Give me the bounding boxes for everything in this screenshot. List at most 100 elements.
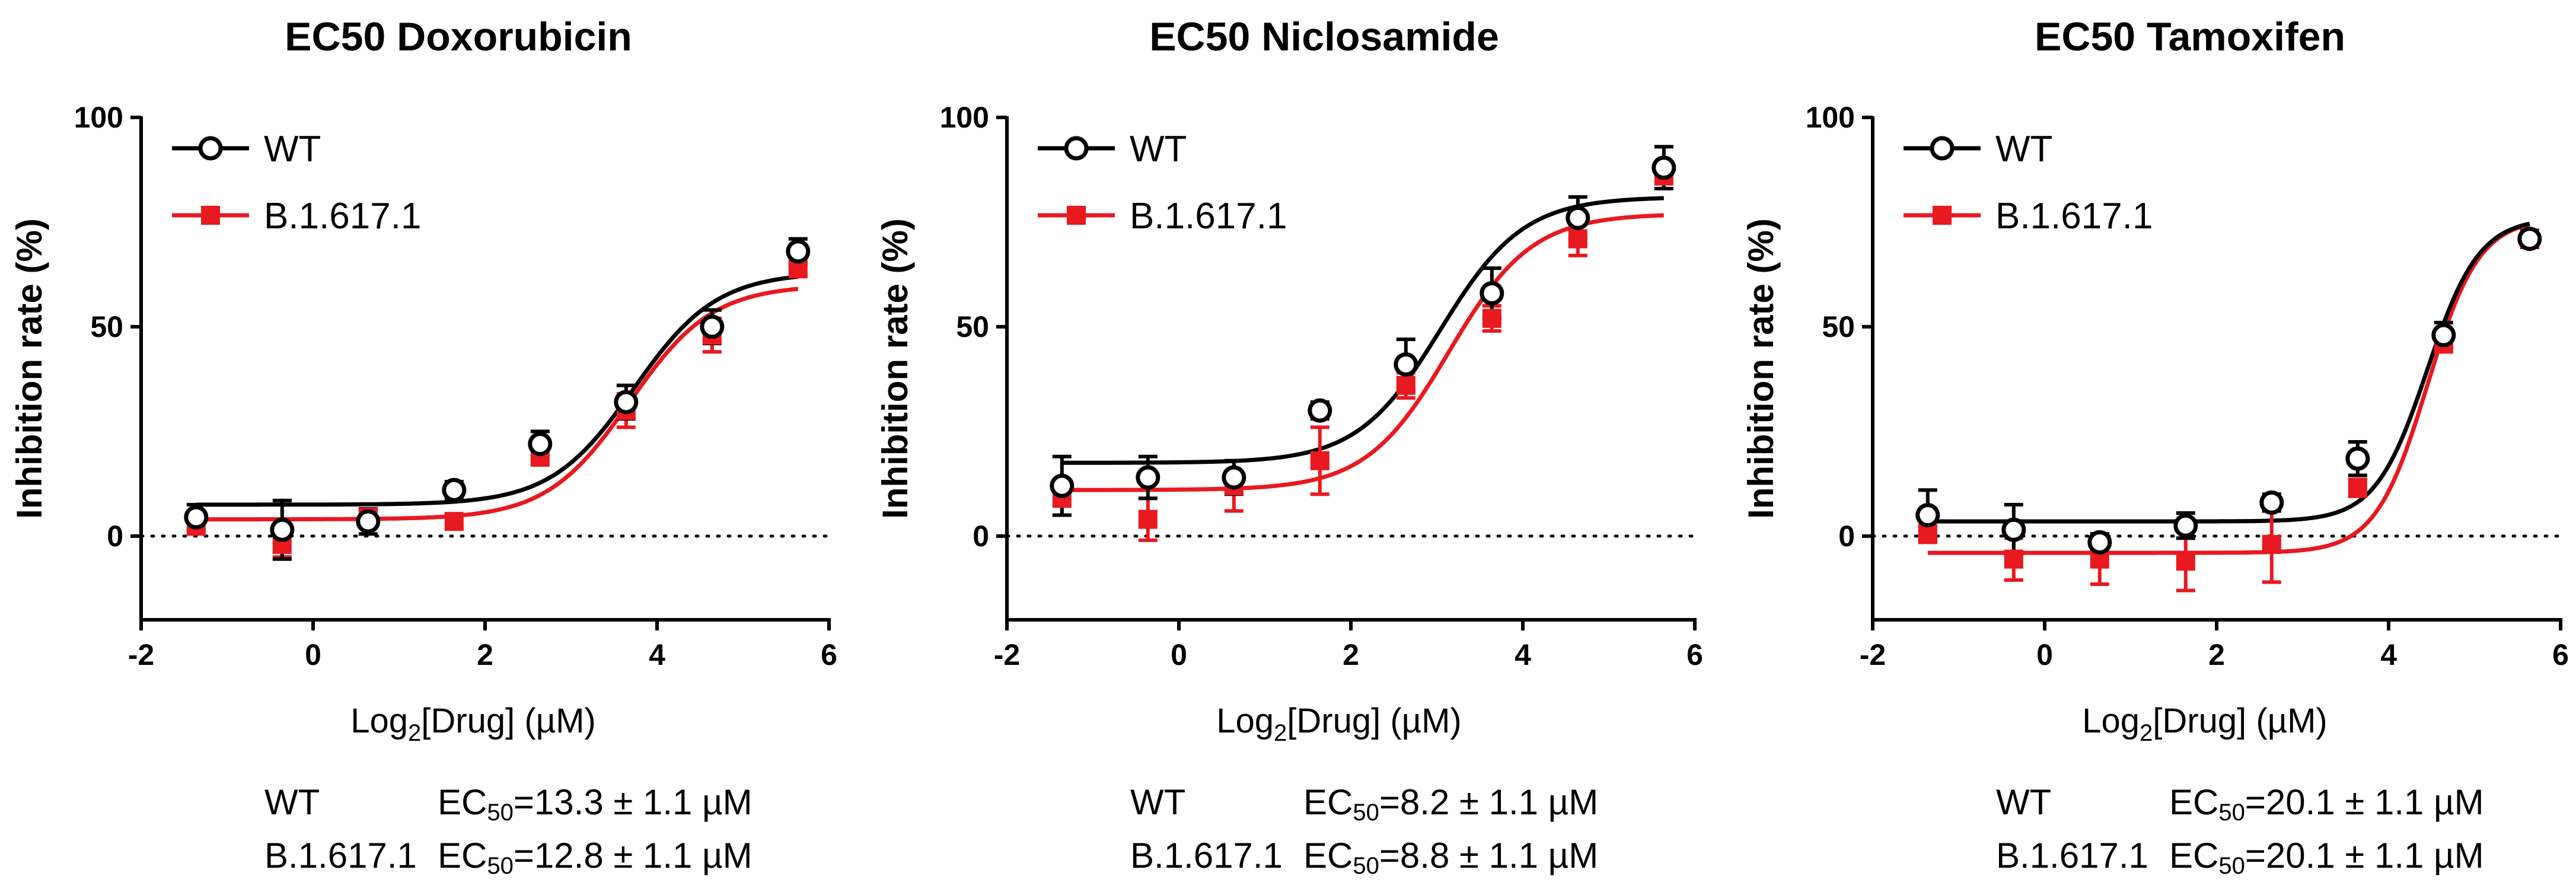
data-point-variant bbox=[1482, 308, 1501, 328]
ec50-row-wt: WT EC50= 8.2 ± 1.1 µM bbox=[1130, 776, 1598, 829]
x-tick-label: -2 bbox=[1860, 638, 1886, 671]
data-point-wt bbox=[2345, 446, 2370, 471]
ec50-value: 13.3 ± 1.1 µM bbox=[534, 782, 753, 822]
y-tick-label: 100 bbox=[74, 101, 123, 134]
ec50-summary-tamoxifen: WT EC50= 20.1 ± 1.1 µM B.1.617.1 EC50= 2… bbox=[1996, 776, 2484, 883]
y-tick-label: 50 bbox=[956, 310, 989, 343]
ec50-label: EC50= bbox=[438, 836, 534, 879]
legend-marker-variant bbox=[1067, 206, 1086, 225]
chart-doxorubicin: EC50 Doxorubicin 0 50 100 -2 0 2 4 6 Inhibition r… bbox=[9, 14, 837, 746]
x-axis-label: Log2[Drug] (µM) bbox=[2082, 702, 2327, 746]
data-point-wt bbox=[270, 517, 295, 542]
ec50-row-wt: WT EC50= 13.3 ± 1.1 µM bbox=[264, 776, 753, 829]
ec50-label: EC50= bbox=[2169, 782, 2266, 826]
legend-label-wt: WT bbox=[1995, 129, 2052, 170]
data-point-wt bbox=[1480, 281, 1504, 305]
fit-curve-wt bbox=[1927, 221, 2530, 524]
ec50-value: 20.1 ± 1.1 µM bbox=[2265, 836, 2484, 875]
chart-panel-doxorubicin: EC50 Doxorubicin 0 50 100 -2 0 2 4 6 Inhibition r… bbox=[0, 0, 859, 895]
x-tick-label: 2 bbox=[477, 638, 493, 671]
ec50-value: 8.2 ± 1.1 µM bbox=[1399, 782, 1599, 822]
data-point-wt bbox=[528, 432, 553, 457]
x-tick-label: 2 bbox=[2208, 638, 2225, 671]
ec50-label: EC50= bbox=[1303, 782, 1400, 826]
x-axis-label: Log2[Drug] (µM) bbox=[350, 702, 595, 746]
x-tick-label: 6 bbox=[2552, 638, 2569, 671]
legend-marker-wt bbox=[1064, 136, 1089, 161]
x-tick-label: -2 bbox=[128, 638, 154, 671]
data-point-wt bbox=[2517, 227, 2542, 251]
data-point-wt bbox=[700, 314, 725, 339]
fit-curve-wt bbox=[196, 275, 799, 507]
ec50-label: EC50= bbox=[2169, 836, 2266, 879]
chart-panel-niclosamide: EC50 Niclosamide 0 50 100 -2 0 2 4 6 Inhibition r… bbox=[866, 0, 1724, 895]
chart-title: EC50 Niclosamide bbox=[1149, 14, 1499, 59]
ec50-strain-label: WT bbox=[264, 782, 320, 822]
y-tick-label: 50 bbox=[1822, 310, 1855, 343]
data-point-variant bbox=[1310, 451, 1330, 470]
fit-curve-variant bbox=[1061, 213, 1664, 492]
ec50-value: 20.1 ± 1.1 µM bbox=[2265, 782, 2484, 822]
legend-label-variant: B.1.617.1 bbox=[264, 196, 421, 237]
data-point-variant bbox=[2004, 549, 2023, 569]
chart-panel-tamoxifen: EC50 Tamoxifen 0 50 100 -2 0 2 4 6 Inhibition rat… bbox=[1732, 0, 2576, 895]
data-point-wt bbox=[1050, 473, 1075, 498]
legend-marker-wt bbox=[1930, 136, 1955, 161]
data-point-variant bbox=[1138, 509, 1158, 529]
data-point-wt bbox=[1394, 352, 1418, 377]
x-tick-label: 0 bbox=[1171, 638, 1187, 671]
ec50-strain-label: B.1.617.1 bbox=[1130, 836, 1283, 875]
ec50-value: 12.8 ± 1.1 µM bbox=[534, 836, 753, 875]
y-axis-label: Inhibition rate (%) bbox=[1741, 218, 1781, 519]
data-point-variant bbox=[1396, 375, 1415, 395]
data-point-wt bbox=[2173, 513, 2198, 538]
legend-label-variant: B.1.617.1 bbox=[1130, 196, 1287, 237]
ec50-row-wt: WT EC50= 20.1 ± 1.1 µM bbox=[1996, 776, 2484, 829]
x-tick-label: 4 bbox=[649, 638, 665, 671]
legend-label-wt: WT bbox=[264, 129, 321, 170]
data-point-wt bbox=[2087, 530, 2112, 555]
data-point-wt bbox=[614, 390, 639, 415]
x-tick-label: 6 bbox=[1686, 638, 1703, 671]
ec50-row-variant: B.1.617.1 EC50= 8.8 ± 1.1 µM bbox=[1130, 829, 1598, 883]
x-tick-label: 4 bbox=[1515, 638, 1531, 671]
y-tick-label: 0 bbox=[973, 520, 989, 553]
ec50-strain-label: WT bbox=[1996, 782, 2052, 822]
legend-marker-wt bbox=[198, 136, 223, 161]
ec50-strain-label: B.1.617.1 bbox=[264, 836, 417, 875]
data-point-wt bbox=[1136, 465, 1161, 490]
data-point-variant bbox=[444, 512, 464, 531]
data-point-wt bbox=[2431, 323, 2456, 348]
x-axis-label: Log2[Drug] (µM) bbox=[1216, 702, 1461, 746]
ec50-summary-niclosamide: WT EC50= 8.2 ± 1.1 µM B.1.617.1 EC50= 8.… bbox=[1130, 776, 1598, 883]
y-tick-label: 100 bbox=[940, 101, 989, 134]
chart-tamoxifen: EC50 Tamoxifen 0 50 100 -2 0 2 4 6 Inhibition rat… bbox=[1741, 14, 2569, 746]
data-point-wt bbox=[786, 239, 811, 264]
y-tick-label: 0 bbox=[107, 520, 123, 553]
y-axis-label: Inhibition rate (%) bbox=[875, 218, 915, 519]
y-axis-label: Inhibition rate (%) bbox=[9, 218, 49, 519]
data-point-variant bbox=[2176, 552, 2195, 571]
x-tick-label: 0 bbox=[305, 638, 321, 671]
legend-label-variant: B.1.617.1 bbox=[1995, 196, 2153, 237]
data-point-wt bbox=[2001, 517, 2026, 542]
fit-curve-variant bbox=[1927, 222, 2530, 555]
chart-title: EC50 Doxorubicin bbox=[285, 14, 632, 59]
ec50-value: 8.8 ± 1.1 µM bbox=[1399, 836, 1599, 875]
ec50-label: EC50= bbox=[438, 782, 534, 826]
ec50-row-variant: B.1.617.1 EC50= 12.8 ± 1.1 µM bbox=[264, 829, 753, 883]
data-point-variant bbox=[2348, 478, 2367, 498]
chart-title: EC50 Tamoxifen bbox=[2035, 14, 2345, 59]
x-tick-label: 6 bbox=[821, 638, 837, 671]
data-point-wt bbox=[1915, 503, 1940, 528]
data-point-wt bbox=[1222, 465, 1246, 490]
fit-curve-variant bbox=[196, 286, 799, 522]
data-point-wt bbox=[184, 505, 209, 530]
data-point-wt bbox=[2259, 490, 2284, 515]
fit-curve-wt bbox=[1061, 196, 1664, 465]
data-point-wt bbox=[356, 509, 381, 534]
ec50-strain-label: B.1.617.1 bbox=[1996, 836, 2148, 875]
x-tick-label: -2 bbox=[994, 638, 1020, 671]
data-point-wt bbox=[1566, 205, 1590, 230]
ec50-summary-doxorubicin: WT EC50= 13.3 ± 1.1 µM B.1.617.1 EC50= 1… bbox=[264, 776, 753, 883]
